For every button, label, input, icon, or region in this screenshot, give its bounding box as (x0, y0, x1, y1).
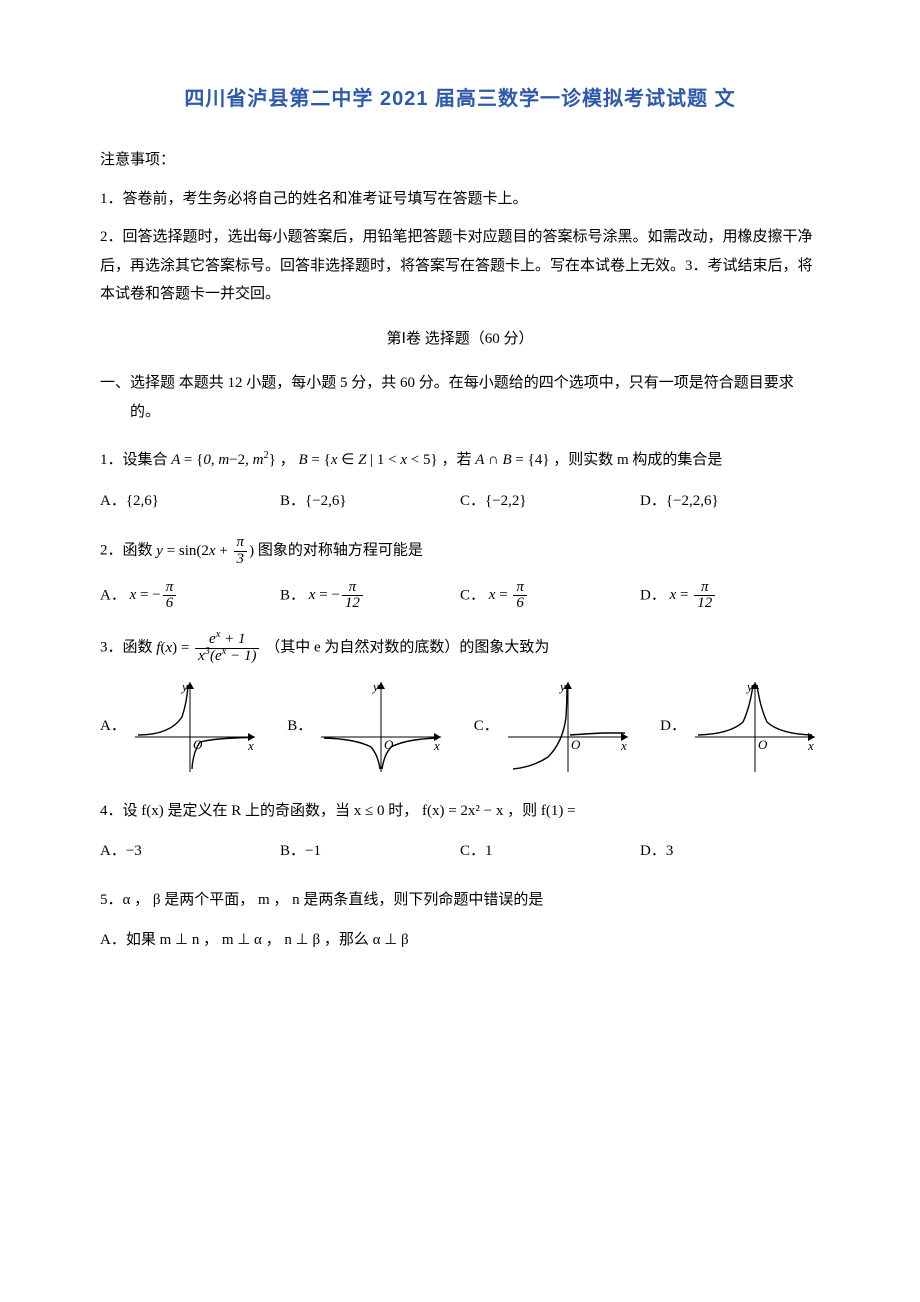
q3-label-c: C． (474, 712, 499, 741)
q1-setA: A = {0, m−2, m2} (171, 452, 276, 468)
q3-suffix: （其中 e 为自然对数的底数）的图象大致为 (265, 640, 549, 656)
q1-option-c: C．{−2,2} (460, 487, 640, 516)
q2-suffix: 图象的对称轴方程可能是 (258, 543, 423, 559)
question-2: 2．函数 y = sin(2x + π3) 图象的对称轴方程可能是 (100, 535, 820, 568)
question-1: 1．设集合 A = {0, m−2, m2} ， B = {x ∈ Z | 1 … (100, 446, 820, 475)
q1-setB: B = {x ∈ Z | 1 < x < 5} (298, 452, 437, 468)
q3-graph-c: C． y x O (474, 677, 633, 777)
page-title: 四川省泸县第二中学 2021 届高三数学一诊模拟考试试题 文 (100, 80, 820, 118)
q1-option-a: A．{2,6} (100, 487, 280, 516)
svg-text:y: y (371, 679, 379, 694)
q4-option-d: D．3 (640, 837, 820, 866)
q3-graph-d: D． y x O (660, 677, 820, 777)
graph-c-svg: y x O (503, 677, 633, 777)
notice-1: 1．答卷前，考生务必将自己的姓名和准考证号填写在答题卡上。 (100, 185, 820, 214)
graph-a-svg: y x O (130, 677, 260, 777)
q4-option-c: C．1 (460, 837, 640, 866)
graph-b-svg: y x O (316, 677, 446, 777)
question-3: 3．函数 f(x) = ex + 1 x3(ex − 1) （其中 e 为自然对… (100, 632, 820, 665)
q3-label-a: A． (100, 712, 126, 741)
q4-options: A．−3 B．−1 C．1 D．3 (100, 837, 820, 866)
q3-graph-b: B． y x O (287, 677, 446, 777)
q3-prefix: 3．函数 (100, 640, 156, 656)
notice-head: 注意事项： (100, 146, 820, 175)
q3-label-d: D． (660, 712, 686, 741)
q2-option-d: D． x = π12 (640, 580, 820, 613)
q1-sep1: ， (280, 452, 295, 468)
svg-text:O: O (758, 737, 768, 752)
q1-suffix: ，则实数 m 构成的集合是 (553, 452, 722, 468)
q3-func: f(x) = ex + 1 x3(ex − 1) (156, 640, 265, 656)
q2-option-c: C． x = π6 (460, 580, 640, 613)
q1-cond: A ∩ B = {4} (475, 452, 549, 468)
q3-label-b: B． (287, 712, 312, 741)
q1-option-b: B．{−2,6} (280, 487, 460, 516)
q3-graph-a: A． y x O (100, 677, 260, 777)
section-header: 第Ⅰ卷 选择题（60 分） (100, 325, 820, 354)
q2-prefix: 2．函数 (100, 543, 156, 559)
q4-option-a: A．−3 (100, 837, 280, 866)
q3-graphs: A． y x O B． y x O C． y x O (100, 677, 820, 777)
q4-text: 4．设 f(x) 是定义在 R 上的奇函数，当 x ≤ 0 时， f(x) = … (100, 803, 576, 819)
q5-option-a: A．如果 m ⊥ n ， m ⊥ α ， n ⊥ β ，那么 α ⊥ β (100, 926, 820, 955)
svg-text:x: x (807, 738, 814, 753)
question-5: 5．α ， β 是两个平面， m ， n 是两条直线，则下列命题中错误的是 (100, 886, 820, 915)
svg-text:y: y (558, 679, 566, 694)
q2-option-b: B． x = −π12 (280, 580, 460, 613)
svg-text:x: x (433, 738, 440, 753)
q1-options: A．{2,6} B．{−2,6} C．{−2,2} D．{−2,2,6} (100, 487, 820, 516)
q1-prefix: 1．设集合 (100, 452, 171, 468)
q2-func: y = sin(2x + π3) (156, 543, 254, 559)
q2-option-a: A． x = −π6 (100, 580, 280, 613)
svg-text:x: x (247, 738, 254, 753)
part1-header: 一、选择题 本题共 12 小题，每小题 5 分，共 60 分。在每小题给的四个选… (100, 369, 820, 426)
notice-2: 2．回答选择题时，选出每小题答案后，用铅笔把答题卡对应题目的答案标号涂黑。如需改… (100, 223, 820, 309)
q4-option-b: B．−1 (280, 837, 460, 866)
svg-text:x: x (620, 738, 627, 753)
q1-option-d: D．{−2,2,6} (640, 487, 820, 516)
question-4: 4．设 f(x) 是定义在 R 上的奇函数，当 x ≤ 0 时， f(x) = … (100, 797, 820, 826)
q2-options: A． x = −π6 B． x = −π12 C． x = π6 D． x = … (100, 580, 820, 613)
svg-text:O: O (571, 737, 581, 752)
q1-sep2: ，若 (441, 452, 475, 468)
graph-d-svg: y x O (690, 677, 820, 777)
